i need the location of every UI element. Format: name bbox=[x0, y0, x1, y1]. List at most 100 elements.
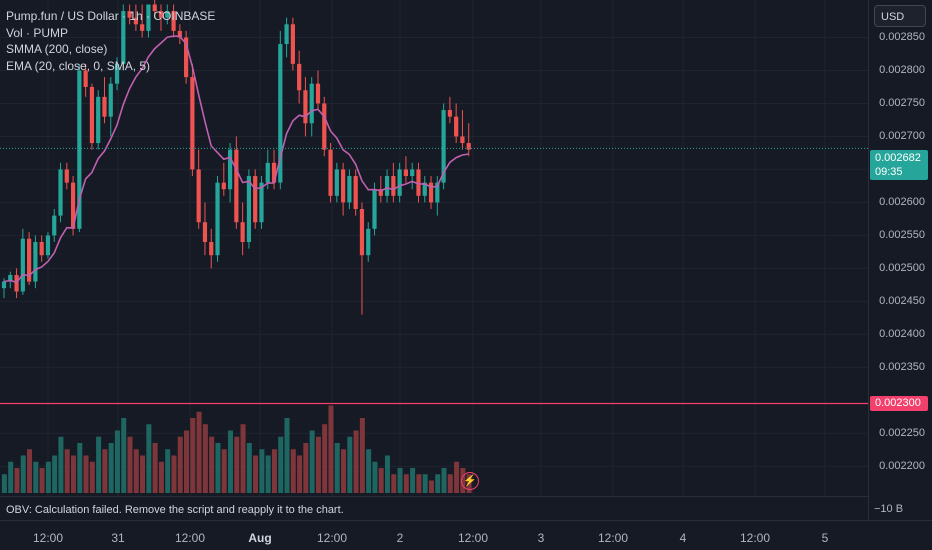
volume-bar bbox=[259, 449, 265, 493]
candle-body bbox=[27, 238, 32, 282]
symbol-title[interactable]: Pump.fun / US Dollar · 1h · COINBASE bbox=[6, 9, 216, 23]
lightning-icon[interactable]: ⚡ bbox=[461, 472, 479, 490]
candle-body bbox=[334, 169, 339, 196]
volume-bar bbox=[435, 474, 441, 493]
price-tick-label: 0.002450 bbox=[879, 295, 925, 308]
candle-body bbox=[303, 90, 308, 124]
price-tick-label: 0.002600 bbox=[879, 196, 925, 209]
volume-bar bbox=[328, 405, 334, 493]
volume-bar bbox=[246, 443, 252, 493]
obv-error-message: OBV: Calculation failed. Remove the scri… bbox=[6, 504, 344, 516]
smma-indicator-label[interactable]: SMMA (200, close) bbox=[6, 42, 108, 56]
candle-body bbox=[114, 63, 120, 84]
volume-bar bbox=[290, 449, 296, 493]
volume-bar bbox=[271, 449, 277, 493]
volume-bar bbox=[8, 461, 14, 493]
candle-body bbox=[70, 182, 76, 229]
candle-body bbox=[177, 30, 182, 38]
candle-body bbox=[227, 149, 233, 190]
time-tick-label: 12:00 bbox=[316, 531, 348, 545]
ema-indicator-label[interactable]: EMA (20, close, 0, SMA, 5) bbox=[6, 58, 151, 73]
candle-body bbox=[297, 63, 302, 91]
volume-bar bbox=[52, 455, 58, 493]
volume-bar bbox=[428, 480, 434, 493]
volume-bar bbox=[89, 461, 95, 493]
volume-bar bbox=[140, 455, 146, 493]
time-tick-label: 5 bbox=[821, 531, 829, 545]
price-tick-label: 0.002850 bbox=[879, 31, 925, 44]
candle-body bbox=[39, 242, 44, 256]
candle-body bbox=[89, 86, 95, 144]
candle-body bbox=[309, 83, 314, 124]
volume-bar bbox=[96, 436, 102, 493]
volume-bar bbox=[322, 424, 328, 493]
candle-body bbox=[209, 242, 214, 256]
candle-body bbox=[133, 17, 138, 25]
candle-body bbox=[240, 222, 245, 243]
time-tick-label: 2 bbox=[396, 531, 404, 545]
candle-body bbox=[435, 182, 440, 203]
volume-bar bbox=[384, 455, 390, 493]
candle-body bbox=[372, 189, 377, 229]
volume-bar bbox=[165, 449, 171, 493]
candle-body bbox=[202, 222, 208, 243]
volume-bar bbox=[278, 436, 284, 493]
volume-bar bbox=[177, 436, 183, 493]
candle-body bbox=[234, 149, 239, 223]
volume-bar bbox=[190, 418, 196, 493]
candle-body bbox=[253, 176, 258, 223]
obv-pane[interactable]: OBV: Calculation failed. Remove the scri… bbox=[0, 496, 868, 520]
ema-line bbox=[3, 35, 469, 284]
candle-body bbox=[315, 83, 321, 104]
volume-bar bbox=[403, 474, 409, 493]
currency-button[interactable]: USD bbox=[874, 5, 926, 27]
candle-body bbox=[102, 96, 107, 117]
volume-bar bbox=[64, 449, 70, 493]
volume-bar bbox=[20, 455, 26, 493]
volume-bar bbox=[347, 436, 353, 493]
volume-bar bbox=[171, 455, 177, 493]
volume-bar bbox=[447, 474, 453, 493]
volume-indicator-label[interactable]: Vol · PUMP bbox=[6, 25, 69, 40]
volume-bar bbox=[27, 449, 33, 493]
price-axis[interactable]: 0.0028500.0028000.0027500.0027000.002650… bbox=[868, 0, 932, 520]
candle-body bbox=[403, 169, 409, 177]
volume-bar bbox=[215, 443, 221, 493]
candle-body bbox=[441, 110, 446, 183]
candle-body bbox=[359, 209, 365, 256]
volume-bar bbox=[108, 443, 114, 493]
candle-body bbox=[33, 242, 38, 282]
time-tick-label: 3 bbox=[537, 531, 545, 545]
candle-body bbox=[121, 11, 126, 64]
volume-bar bbox=[196, 411, 202, 493]
candle-body bbox=[428, 182, 434, 203]
volume-bar bbox=[366, 449, 372, 493]
price-tick-label: 0.002250 bbox=[879, 427, 925, 440]
volume-bar bbox=[202, 424, 208, 493]
candle-body bbox=[271, 162, 277, 183]
volume-bar bbox=[45, 461, 51, 493]
time-axis[interactable]: 12:00 31 12:00 Aug 12:00 2 12:00 3 12:00 4 12:00 5 bbox=[0, 520, 932, 550]
candle-body bbox=[284, 24, 289, 45]
current-price-tag: 0.002682 09:35 bbox=[870, 150, 928, 180]
price-tick-label: 0.002550 bbox=[879, 229, 925, 242]
time-tick-label: Aug bbox=[248, 531, 272, 545]
time-tick-label: 12:00 bbox=[32, 531, 64, 545]
volume-bar bbox=[184, 430, 190, 493]
candle-body bbox=[1, 281, 7, 289]
alert-price-tag[interactable]: 0.002300 bbox=[870, 396, 928, 411]
candle-body bbox=[366, 228, 371, 256]
chart-area[interactable] bbox=[0, 0, 868, 496]
candle-body bbox=[290, 24, 295, 64]
candle-body bbox=[83, 70, 88, 87]
time-tick-label: 12:00 bbox=[739, 531, 771, 545]
price-chart[interactable] bbox=[0, 0, 868, 496]
volume-bar bbox=[133, 449, 139, 493]
volume-bar bbox=[33, 461, 39, 493]
volume-bar bbox=[397, 468, 403, 493]
candle-body bbox=[196, 169, 201, 223]
candle-body bbox=[108, 83, 113, 117]
candle-body bbox=[259, 182, 264, 223]
candle-body bbox=[96, 96, 101, 144]
candle-body bbox=[322, 103, 327, 150]
